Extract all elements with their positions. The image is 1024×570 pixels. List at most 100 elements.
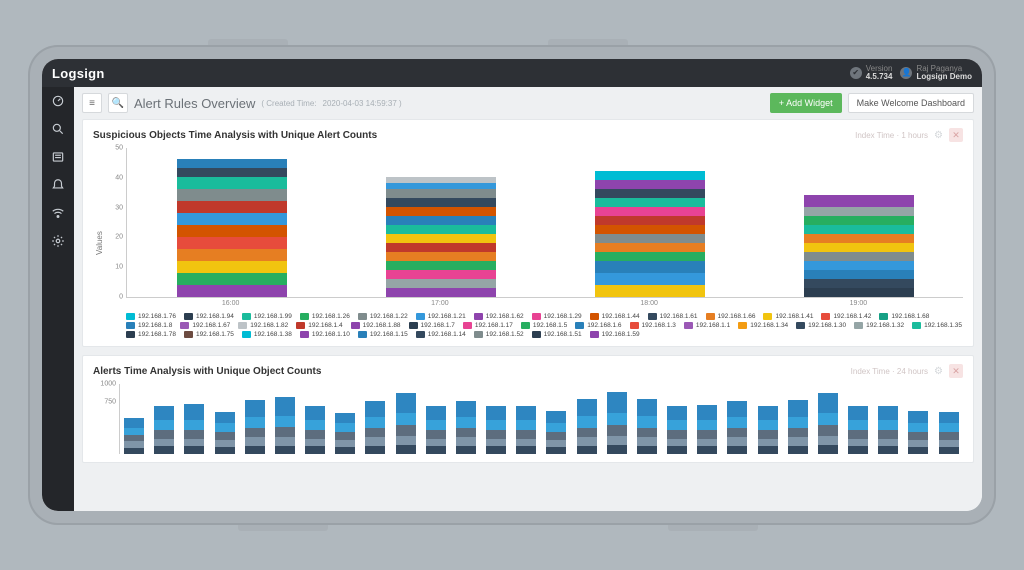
legend-item[interactable]: 192.168.1.29 [532,313,582,320]
legend-label: 192.168.1.5 [533,322,567,329]
panel-close-icon[interactable]: ✕ [949,364,963,378]
chart2-bar [908,411,928,454]
chart2-bar [637,399,657,454]
add-widget-button[interactable]: + Add Widget [770,93,842,113]
chart2-ytick: 1000 [94,381,116,388]
legend-swatch [126,331,135,338]
chart1-title: Suspicious Objects Time Analysis with Un… [93,130,377,141]
panel-close-icon[interactable]: ✕ [949,128,963,142]
chart2-bar [124,418,144,454]
chart1-indextime: Index Time · 1 hours [855,131,928,140]
legend-label: 192.168.1.1 [696,322,730,329]
legend-label: 192.168.1.51 [544,331,582,338]
legend-label: 192.168.1.10 [312,331,350,338]
chart1-xlabel: 18:00 [594,300,704,307]
legend-swatch [796,322,805,329]
legend-item[interactable]: 192.168.1.82 [238,322,288,329]
legend-item[interactable]: 192.168.1.6 [575,322,621,329]
search-icon[interactable] [50,121,66,137]
main-content: ≡ 🔍 Alert Rules Overview ( Created Time:… [74,87,982,511]
legend-label: 192.168.1.99 [254,313,292,320]
legend-item[interactable]: 192.168.1.5 [521,322,567,329]
alerts-icon[interactable] [50,177,66,193]
legend-item[interactable]: 192.168.1.3 [630,322,676,329]
device-frame: Logsign ✔ Version 4.5.734 👤 Raj Paganya … [28,45,996,525]
legend-item[interactable]: 192.168.1.22 [358,313,408,320]
legend-label: 192.168.1.41 [775,313,813,320]
legend-item[interactable]: 192.168.1.68 [879,313,929,320]
chart2-bar [486,406,506,454]
legend-item[interactable]: 192.168.1.59 [590,331,640,338]
legend-item[interactable]: 192.168.1.15 [358,331,408,338]
legend-item[interactable]: 192.168.1.41 [763,313,813,320]
reports-icon[interactable] [50,149,66,165]
legend-item[interactable]: 192.168.1.67 [180,322,230,329]
legend-item[interactable]: 192.168.1.44 [590,313,640,320]
legend-item[interactable]: 192.168.1.10 [300,331,350,338]
legend-swatch [463,322,472,329]
legend-swatch [184,313,193,320]
legend-item[interactable]: 192.168.1.88 [351,322,401,329]
topbar-meta: ✔ Version 4.5.734 👤 Raj Paganya Logsign … [850,65,972,82]
chart1-ytick: 0 [105,294,123,301]
chart2-indextime: Index Time · 24 hours [851,367,928,376]
legend-item[interactable]: 192.168.1.62 [474,313,524,320]
legend-item[interactable]: 192.168.1.30 [796,322,846,329]
chart1: Values 01020304050 16:0017:0018:0019:00 … [93,148,963,338]
legend-label: 192.168.1.75 [196,331,234,338]
legend-swatch [763,313,772,320]
legend-item[interactable]: 192.168.1.66 [706,313,756,320]
page-header: ≡ 🔍 Alert Rules Overview ( Created Time:… [82,93,974,113]
legend-label: 192.168.1.17 [475,322,513,329]
legend-swatch [738,322,747,329]
legend-swatch [706,313,715,320]
legend-item[interactable]: 192.168.1.52 [474,331,524,338]
legend-item[interactable]: 192.168.1.34 [738,322,788,329]
legend-item[interactable]: 192.168.1.76 [126,313,176,320]
panel-gear-icon[interactable]: ⚙ [934,130,943,141]
legend-swatch [238,322,247,329]
legend-item[interactable]: 192.168.1.14 [416,331,466,338]
legend-item[interactable]: 192.168.1.61 [648,313,698,320]
legend-item[interactable]: 192.168.1.78 [126,331,176,338]
page-created-time: 2020-04-03 14:59:37 ) [323,99,402,108]
header-search-button[interactable]: 🔍 [108,93,128,113]
user-block[interactable]: 👤 Raj Paganya Logsign Demo [900,65,972,82]
chart1-ytick: 30 [105,204,123,211]
legend-item[interactable]: 192.168.1.99 [242,313,292,320]
legend-label: 192.168.1.42 [833,313,871,320]
legend-item[interactable]: 192.168.1.17 [463,322,513,329]
legend-item[interactable]: 192.168.1.7 [409,322,455,329]
chart1-legend: 192.168.1.76 192.168.1.94 192.168.1.99 192.… [126,313,963,338]
legend-item[interactable]: 192.168.1.1 [684,322,730,329]
legend-swatch [242,331,251,338]
sidebar [42,87,74,511]
legend-item[interactable]: 192.168.1.26 [300,313,350,320]
legend-item[interactable]: 192.168.1.51 [532,331,582,338]
legend-item[interactable]: 192.168.1.8 [126,322,172,329]
dashboard-icon[interactable] [50,93,66,109]
panel-gear-icon[interactable]: ⚙ [934,366,943,377]
legend-item[interactable]: 192.168.1.21 [416,313,466,320]
legend-label: 192.168.1.34 [750,322,788,329]
legend-swatch [242,313,251,320]
legend-item[interactable]: 192.168.1.38 [242,331,292,338]
chart1-xlabel: 17:00 [385,300,495,307]
chart2-bar [848,406,868,454]
chart2-bar [456,401,476,454]
legend-item[interactable]: 192.168.1.35 [912,322,962,329]
legend-item[interactable]: 192.168.1.4 [296,322,342,329]
legend-item[interactable]: 192.168.1.42 [821,313,871,320]
legend-label: 192.168.1.78 [138,331,176,338]
menu-button[interactable]: ≡ [82,93,102,113]
settings-icon[interactable] [50,233,66,249]
make-welcome-button[interactable]: Make Welcome Dashboard [848,93,974,113]
legend-item[interactable]: 192.168.1.94 [184,313,234,320]
legend-item[interactable]: 192.168.1.75 [184,331,234,338]
chart2-bar [727,401,747,454]
wifi-icon[interactable] [50,205,66,221]
chart1-xlabel: 19:00 [803,300,913,307]
chart2-bar [939,412,959,454]
legend-label: 192.168.1.94 [196,313,234,320]
legend-item[interactable]: 192.168.1.32 [854,322,904,329]
